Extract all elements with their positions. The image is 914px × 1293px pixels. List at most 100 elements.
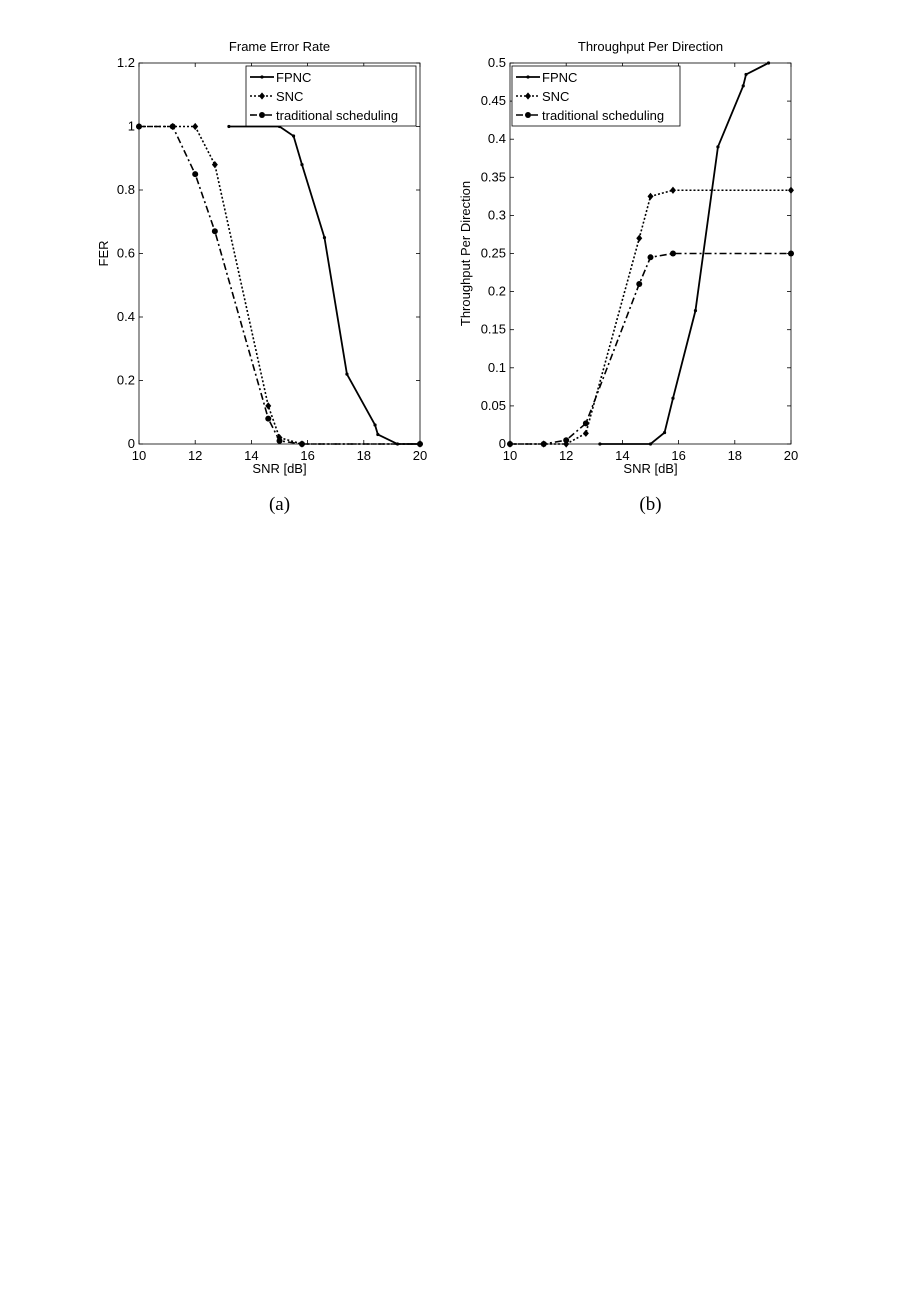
chart-2-series-1-point — [766, 61, 771, 65]
chart-1-series-1-point — [373, 423, 377, 427]
chart-1-legend-label: SNC — [276, 89, 303, 104]
chart-1-series-1 — [227, 124, 422, 446]
frame-error-rate-chart: Frame Error Rate 10 12 14 16 18 20 0 0.2 0.4 0.6 0.… — [96, 39, 427, 515]
chart-1-series-2-point — [192, 122, 199, 131]
chart-2-y-tick-label: 0.15 — [481, 322, 506, 337]
chart-2-y-axis-label: Throughput Per Direction — [458, 181, 473, 326]
chart-1-series-3-point — [211, 228, 218, 235]
chart-2-y-tick-label: 0.05 — [481, 398, 506, 413]
chart-2-legend-label: SNC — [542, 89, 569, 104]
chart-1-series-3-point — [298, 441, 305, 447]
chart-1-caption: (a) — [269, 494, 290, 515]
chart-1-series-1-point — [227, 124, 231, 129]
chart-2-series-3-line — [510, 252, 791, 445]
chart-2-y-tick-label: 0 — [499, 436, 506, 451]
chart-2-series-1 — [598, 61, 771, 446]
chart-1-y-axis-label: FER — [96, 241, 111, 267]
chart-2-x-tick-label: 14 — [615, 448, 629, 463]
chart-1-series-1-point — [291, 134, 296, 138]
chart-1-series-2-line — [139, 125, 420, 445]
chart-2-legend-label: traditional scheduling — [542, 108, 664, 123]
chart-1-legend-swatch-marker — [259, 112, 265, 118]
chart-2-y-tick-label: 0.35 — [481, 169, 506, 184]
chart-2-y-tick-label: 0.4 — [488, 131, 506, 146]
chart-2-series-3 — [507, 250, 794, 447]
chart-2-series-3-point — [636, 280, 643, 287]
chart-2-series-1-point — [693, 309, 698, 313]
chart-1-series-3 — [136, 123, 423, 447]
chart-2-series-3-point — [563, 437, 570, 444]
chart-2-series-1-point — [598, 442, 602, 446]
chart-2-x-tick-label: 16 — [671, 448, 685, 463]
chart-1-y-tick-label: 0.6 — [117, 246, 135, 261]
chart-2-series-2-point — [582, 429, 589, 437]
chart-2-series-1-point — [716, 145, 720, 149]
chart-2-y-tick-label: 0.25 — [481, 246, 506, 261]
chart-2-series-1-point — [741, 84, 745, 88]
chart-1-series-1-line — [228, 125, 420, 445]
chart-1-y-tick-label: 0.8 — [117, 182, 135, 197]
chart-1-series-2-point — [276, 434, 283, 442]
chart-1-series-1-point — [345, 372, 349, 376]
chart-1-y-tick-label: 1 — [128, 119, 135, 134]
chart-1-x-axis-label: SNR [dB] — [252, 461, 306, 476]
chart-2-series-3-point — [540, 441, 547, 447]
chart-2-title: Throughput Per Direction — [578, 39, 723, 54]
chart-2-series-3-point — [582, 420, 589, 427]
chart-1-series-3-point — [192, 171, 199, 178]
chart-1-y-tick-label: 1.2 — [117, 55, 135, 70]
chart-2-y-tick-label: 0.45 — [481, 93, 506, 108]
chart-1-legend-swatch-marker — [259, 92, 265, 100]
chart-1-y-tick-label: 0 — [128, 436, 135, 451]
chart-2-legend-swatch-marker — [526, 75, 530, 79]
chart-2-series-1-point — [744, 72, 748, 77]
chart-2-legend-box — [511, 65, 681, 127]
chart-1-x-tick-label: 12 — [188, 448, 202, 463]
chart-2-series-2-point — [669, 186, 676, 194]
chart-1-y-tick-label: 0.4 — [117, 309, 135, 324]
chart-2-legend-label: FPNC — [542, 70, 577, 85]
chart-1-series-1-point — [300, 163, 304, 167]
chart-2-series-3-point — [507, 441, 513, 447]
chart-2-x-tick-label: 12 — [559, 448, 573, 463]
chart-2-legend: FPNC SNC traditional scheduling — [511, 65, 681, 127]
chart-1-series-2 — [136, 122, 423, 448]
chart-2-series-2 — [507, 186, 794, 448]
chart-1-legend-label: FPNC — [276, 70, 311, 85]
chart-2-caption: (b) — [639, 494, 661, 515]
chart-1-series-2-point — [211, 161, 218, 169]
chart-2-y-tick-label: 0.3 — [488, 207, 506, 222]
chart-1-series-3-point — [136, 123, 142, 130]
chart-1-series-1-point — [322, 236, 327, 240]
chart-2-x-tick-label: 18 — [728, 448, 742, 463]
chart-1-x-tick-label: 18 — [357, 448, 371, 463]
chart-1-x-tick-label: 10 — [132, 448, 146, 463]
chart-2-series-2-line — [510, 189, 791, 445]
chart-1-y-tick-label: 0.2 — [117, 373, 135, 388]
chart-1-legend: FPNC SNC traditional scheduling — [245, 65, 417, 127]
chart-2-legend-swatch-marker — [525, 92, 531, 100]
chart-2-legend-swatch-marker — [525, 112, 531, 118]
chart-1-legend-label: traditional scheduling — [276, 108, 398, 123]
chart-1-series-3-point — [265, 415, 272, 422]
throughput-per-direction-chart: Throughput Per Direction 10 12 14 16 18 20 0 0.0… — [458, 39, 798, 515]
chart-1-series-1-point — [376, 432, 380, 437]
chart-2-x-tick-label: 20 — [784, 448, 798, 463]
chart-1-x-tick-label: 16 — [300, 448, 314, 463]
chart-2-series-1-point — [671, 396, 675, 400]
chart-1-x-tick-label: 14 — [244, 448, 258, 463]
chart-2-series-1-point — [662, 430, 667, 435]
chart-1-x-tick-label: 20 — [413, 448, 427, 463]
chart-2-series-2-point — [636, 234, 643, 242]
chart-2-y-tick-label: 0.5 — [488, 55, 506, 70]
chart-2-series-2-point — [647, 192, 654, 200]
chart-2-y-tick-label: 0.1 — [488, 360, 506, 375]
chart-1-series-3-point — [169, 123, 176, 130]
chart-2-x-axis-label: SNR [dB] — [623, 461, 677, 476]
chart-2-x-tick-label: 10 — [503, 448, 517, 463]
chart-1-legend-box — [245, 65, 417, 127]
chart-1-series-2-point — [265, 402, 272, 410]
chart-1-series-3-point — [276, 437, 283, 444]
chart-2-series-1-point — [648, 442, 653, 446]
